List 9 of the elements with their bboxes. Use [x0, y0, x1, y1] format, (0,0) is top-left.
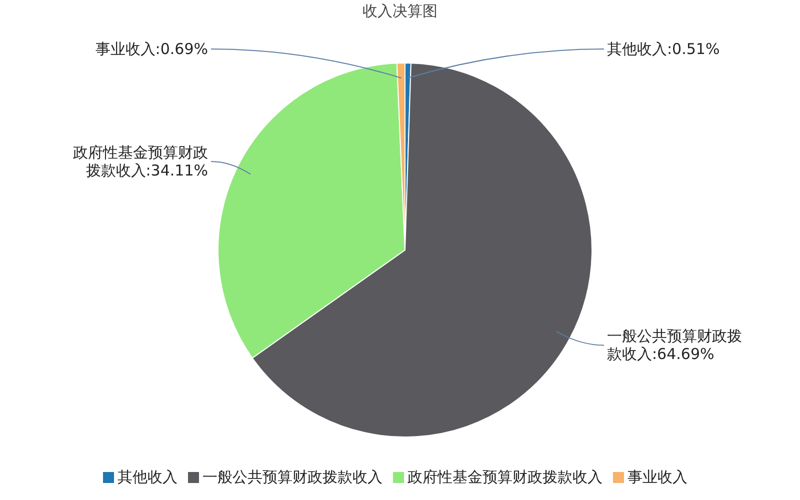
legend-label: 一般公共预算财政拨款收入: [202, 468, 382, 486]
data-label: 政府性基金预算财政拨款收入:34.11%: [73, 144, 208, 180]
legend-label: 其他收入: [118, 468, 178, 486]
data-label: 一般公共预算财政拨款收入:64.69%: [607, 327, 742, 364]
legend-label: 事业收入: [628, 468, 688, 486]
legend-label: 政府性基金预算财政拨款收入: [408, 468, 602, 486]
data-label: 事业收入:0.69%: [95, 40, 208, 58]
data-label: 其他收入:0.51%: [607, 40, 720, 58]
chart-title: 收入决算图: [362, 2, 438, 21]
